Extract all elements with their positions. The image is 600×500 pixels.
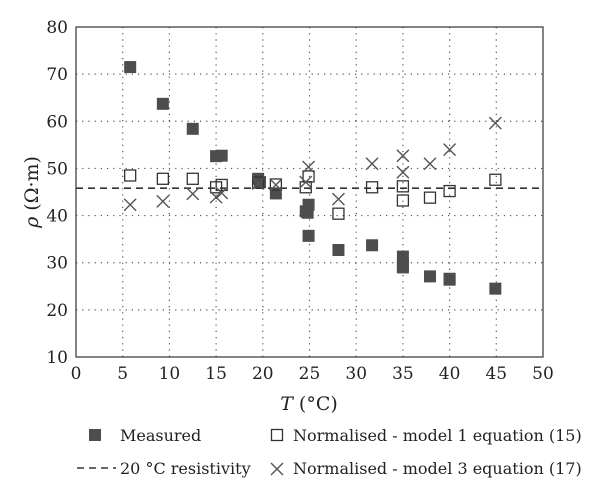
point-measured [302, 198, 315, 211]
point-model3 [156, 194, 170, 208]
legend-label-model3: Normalised - model 3 equation (17) [293, 459, 582, 478]
y-tick-label: 60 [46, 112, 68, 132]
point-model1 [443, 184, 456, 198]
point-model1 [299, 181, 312, 194]
y-tick-label: 20 [46, 301, 68, 321]
point-model3 [299, 175, 313, 189]
legend-marker-model1 [270, 428, 284, 442]
point-model1 [186, 172, 199, 185]
legend-item-model3: Normalised - model 3 equation (17) [270, 459, 582, 478]
y-tick-label: 30 [46, 254, 68, 274]
point-measured [396, 261, 409, 274]
point-model3 [331, 192, 345, 206]
x-tick-label: 15 [205, 364, 227, 384]
legend-item-measured: Measured [89, 426, 201, 445]
grid [76, 27, 543, 357]
point-model1 [215, 178, 228, 192]
point-measured [156, 97, 169, 110]
point-model1 [332, 207, 345, 220]
point-model3 [396, 165, 410, 179]
legend: Measured Normalised - model 1 equation (… [77, 426, 582, 478]
y-tick-label: 40 [46, 207, 68, 227]
point-model3 [443, 143, 457, 157]
point-measured [215, 149, 228, 162]
point-model3 [186, 187, 200, 201]
x-tick-label: 35 [392, 364, 414, 384]
point-model3 [302, 160, 316, 174]
x-tick-label: 0 [71, 364, 82, 384]
x-tick-label: 40 [439, 364, 461, 384]
y-axis-label: ρ (Ω·m) [21, 156, 43, 229]
point-model1 [396, 194, 410, 207]
point-model3 [488, 116, 502, 130]
point-model1 [302, 170, 315, 183]
legend-item-model1: Normalised - model 1 equation (15) [270, 426, 582, 445]
x-tick-label: 30 [345, 364, 367, 384]
point-measured [302, 229, 315, 242]
legend-label-measured: Measured [120, 426, 201, 445]
legend-label-reference: 20 °C resistivity [120, 459, 251, 478]
point-model1 [124, 169, 137, 182]
point-model1 [156, 172, 170, 185]
legend-marker-measured [89, 429, 101, 441]
series-3 [123, 116, 502, 212]
point-model3 [215, 186, 229, 200]
x-tick-label: 25 [299, 364, 321, 384]
point-model3 [123, 198, 137, 212]
plot-frame [75, 26, 544, 358]
x-tick-label: 50 [532, 364, 554, 384]
point-model3 [365, 157, 379, 171]
x-tick-label: 5 [117, 364, 128, 384]
point-model1 [489, 173, 502, 186]
y-tick-label: 70 [46, 65, 68, 85]
point-model3 [209, 190, 223, 204]
x-axis-label: T (°C) [280, 393, 338, 415]
legend-marker-model3 [270, 462, 284, 476]
series-2 [124, 169, 502, 220]
point-model1 [396, 180, 410, 193]
y-tick-label: 50 [46, 159, 68, 179]
point-measured [443, 273, 456, 286]
series-1 [124, 61, 502, 295]
point-measured [124, 61, 137, 74]
y-tick-label: 80 [46, 18, 68, 38]
x-tick-label: 10 [159, 364, 181, 384]
point-model1 [365, 181, 379, 194]
point-model3 [251, 177, 265, 191]
point-model3 [269, 178, 283, 192]
point-model3 [396, 149, 410, 163]
legend-label-model1: Normalised - model 1 equation (15) [293, 426, 582, 445]
point-model1 [423, 191, 437, 204]
legend-item-reference: 20 °C resistivity [77, 459, 251, 478]
point-measured [366, 239, 379, 252]
point-measured [186, 122, 199, 135]
point-model1 [251, 176, 265, 189]
point-measured [489, 282, 502, 295]
point-measured [332, 243, 345, 256]
tick-labels: 0 5 10 15 20 25 30 35 40 45 50 10 20 30 40 50 60 70 80 [46, 18, 553, 384]
point-model1 [269, 178, 283, 191]
point-measured [423, 270, 436, 283]
x-tick-label: 20 [252, 364, 274, 384]
point-measured [396, 250, 409, 263]
data-marks [123, 61, 502, 295]
y-tick-label: 10 [46, 348, 68, 368]
point-model3 [423, 157, 437, 171]
x-tick-label: 45 [485, 364, 507, 384]
